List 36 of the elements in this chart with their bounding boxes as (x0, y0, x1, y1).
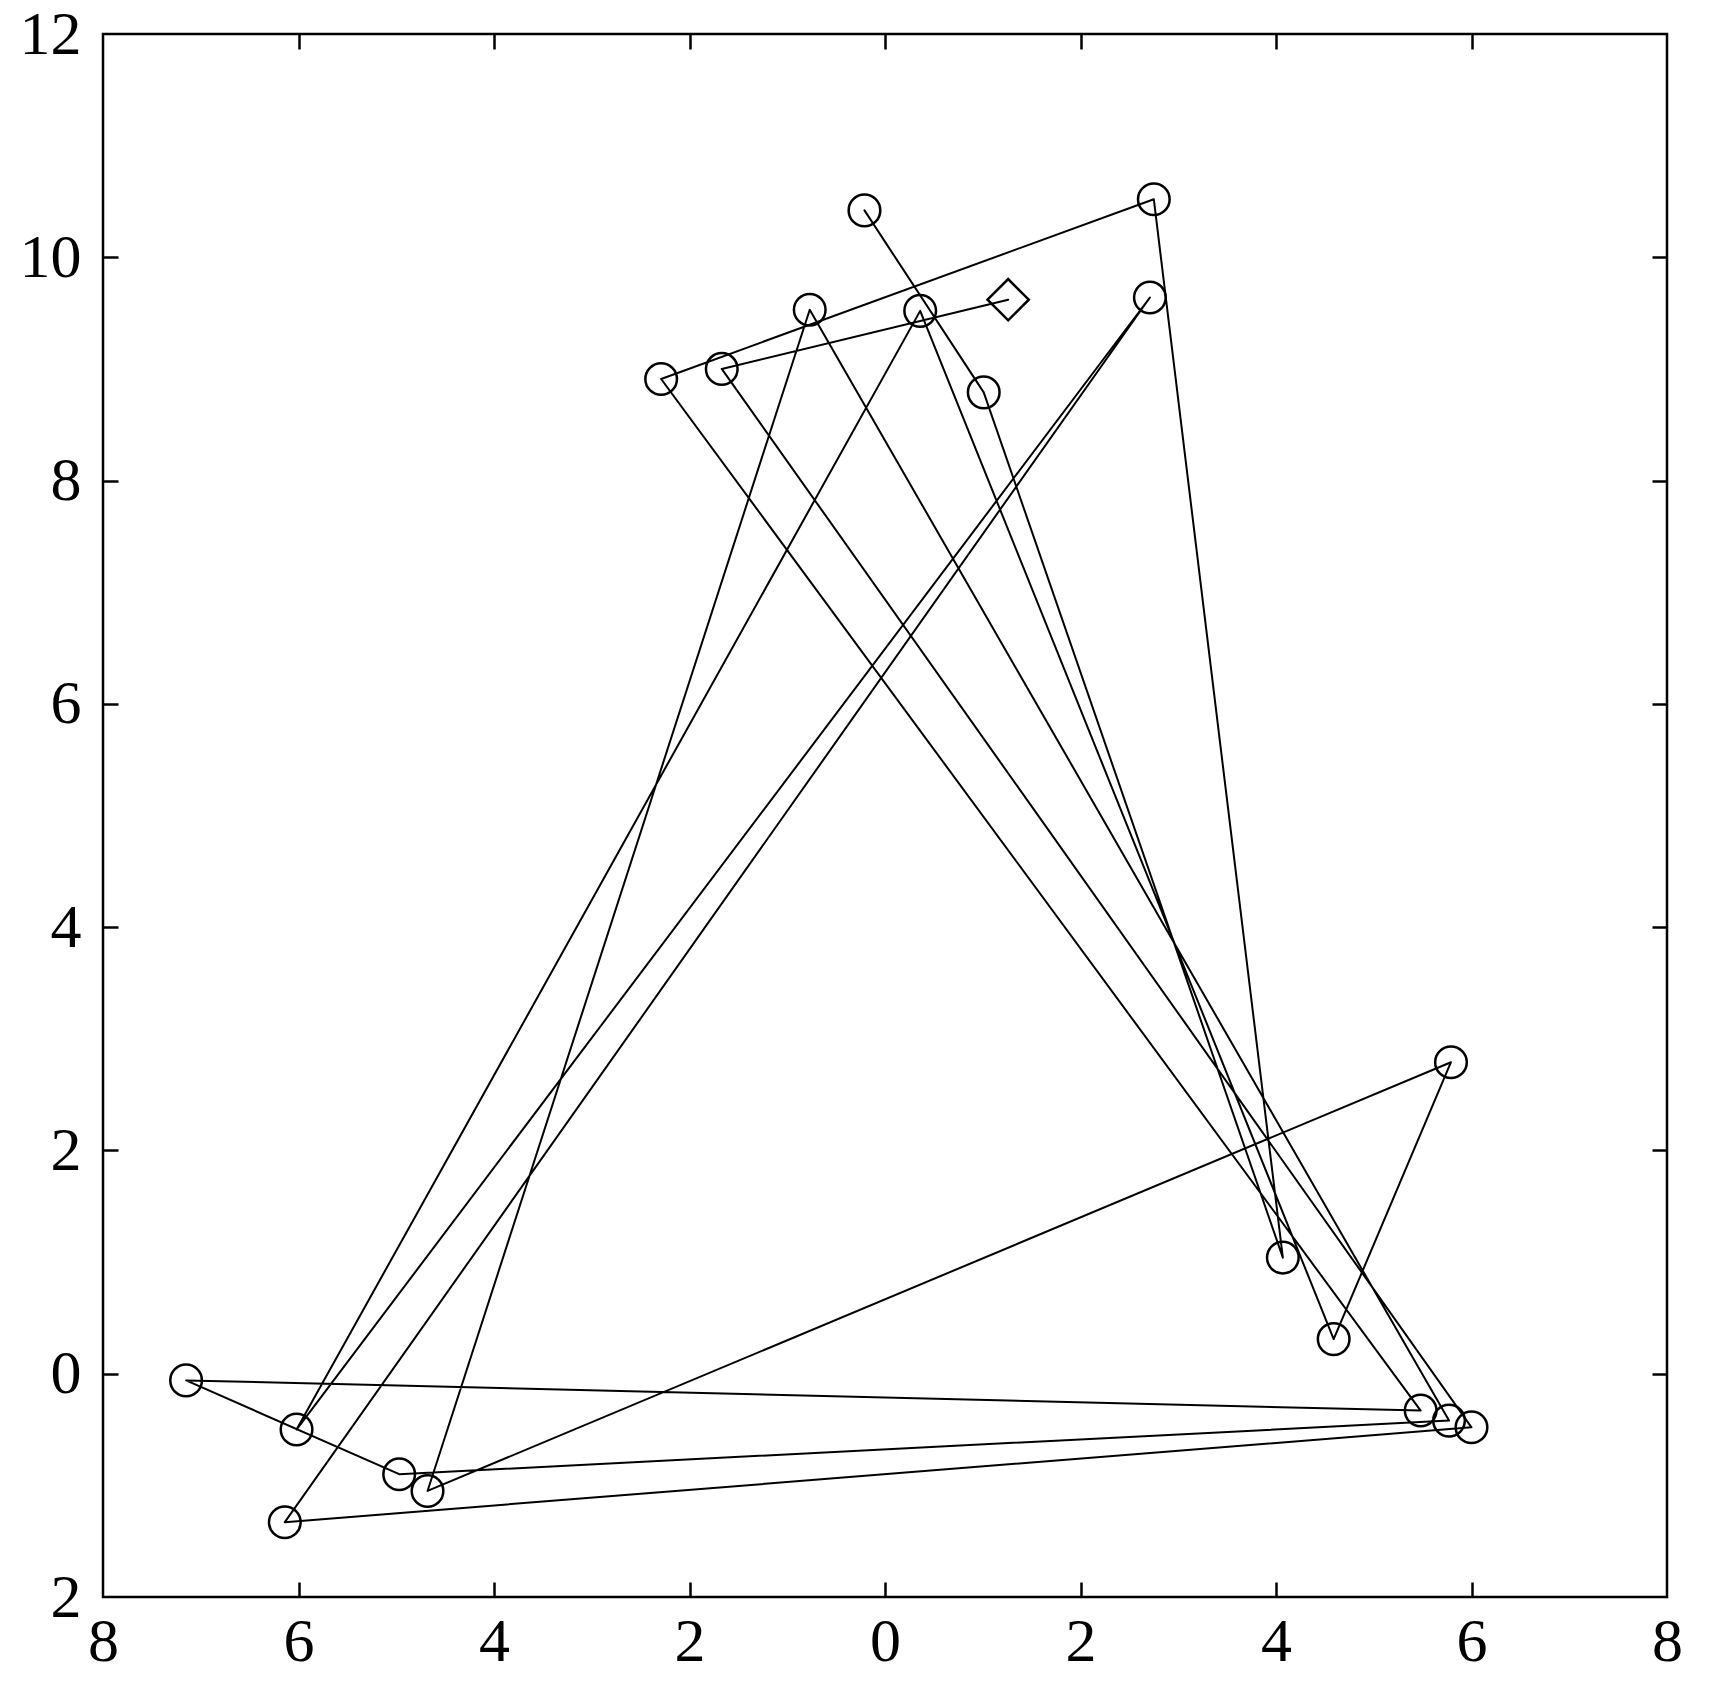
x-tick-label: 0 (870, 1605, 901, 1674)
y-tick-label: 4 (50, 891, 82, 960)
point (644, 361, 679, 397)
x-tick-label: 2 (1065, 1605, 1097, 1674)
point (966, 375, 1001, 410)
point (1265, 1240, 1300, 1275)
point (410, 1473, 445, 1508)
x-tick-label: 4 (1261, 1605, 1292, 1674)
point (704, 351, 739, 386)
point (986, 277, 1031, 322)
point (169, 1363, 204, 1398)
point (1454, 1410, 1489, 1445)
point (1132, 280, 1167, 315)
y-tick-label: 2 (50, 1114, 82, 1183)
point (1431, 1403, 1467, 1438)
point (1316, 1322, 1351, 1357)
x-tick-label: 2 (674, 1605, 706, 1674)
point (1433, 1045, 1469, 1080)
y-tick-label: 0 (50, 1338, 82, 1407)
point (903, 293, 938, 328)
x-tick-label: 6 (1456, 1605, 1488, 1674)
y-tick-label: 8 (50, 445, 82, 514)
point (267, 1505, 302, 1540)
y-tick-label: 6 (50, 668, 82, 737)
x-tick-label: 8 (1652, 1605, 1683, 1674)
y-tick-label: 12 (19, 0, 82, 67)
y-tick-label: 10 (19, 221, 82, 290)
point (792, 292, 827, 327)
point (847, 193, 882, 228)
x-tick-label: 6 (283, 1605, 315, 1674)
point (279, 1412, 314, 1447)
x-tick-label: 4 (479, 1605, 510, 1674)
point (1136, 182, 1171, 217)
y-tick-label: 2 (50, 1561, 82, 1630)
point (1403, 1393, 1438, 1428)
point (382, 1457, 417, 1492)
